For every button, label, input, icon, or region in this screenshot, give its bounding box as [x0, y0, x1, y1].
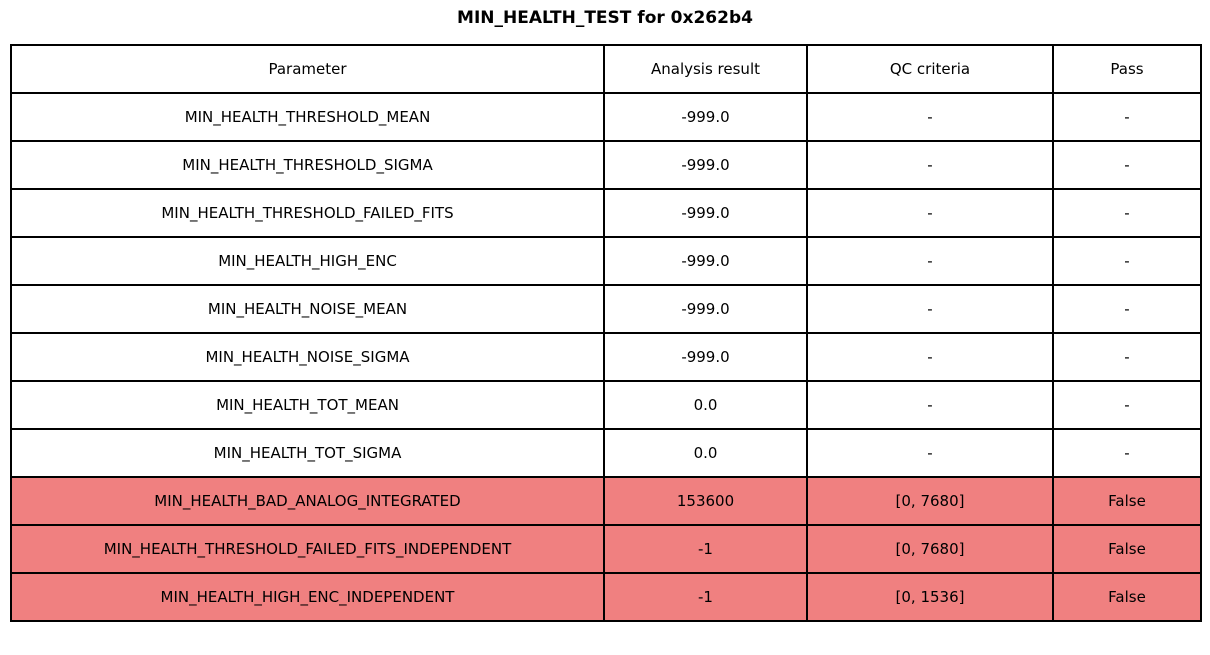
cell-parameter: MIN_HEALTH_BAD_ANALOG_INTEGRATED [10, 476, 605, 526]
cell-parameter: MIN_HEALTH_NOISE_SIGMA [10, 332, 605, 382]
cell-parameter: MIN_HEALTH_TOT_SIGMA [10, 428, 605, 478]
cell-qc-criteria: - [806, 332, 1054, 382]
cell-parameter: MIN_HEALTH_THRESHOLD_FAILED_FITS_INDEPEN… [10, 524, 605, 574]
header-row: Parameter Analysis result QC criteria Pa… [10, 44, 1202, 94]
table-row: MIN_HEALTH_NOISE_SIGMA -999.0 - - [10, 332, 1202, 382]
cell-analysis-result: -999.0 [603, 236, 808, 286]
cell-pass: - [1052, 284, 1202, 334]
cell-qc-criteria: - [806, 380, 1054, 430]
qc-results-table: Parameter Analysis result QC criteria Pa… [10, 44, 1202, 622]
cell-parameter: MIN_HEALTH_THRESHOLD_SIGMA [10, 140, 605, 190]
cell-parameter: MIN_HEALTH_THRESHOLD_FAILED_FITS [10, 188, 605, 238]
cell-qc-criteria: - [806, 92, 1054, 142]
cell-parameter: MIN_HEALTH_HIGH_ENC_INDEPENDENT [10, 572, 605, 622]
cell-pass: False [1052, 476, 1202, 526]
table-row: MIN_HEALTH_THRESHOLD_MEAN -999.0 - - [10, 92, 1202, 142]
cell-analysis-result: -999.0 [603, 332, 808, 382]
cell-pass: - [1052, 188, 1202, 238]
cell-pass: False [1052, 572, 1202, 622]
cell-analysis-result: 153600 [603, 476, 808, 526]
table-row-failed: MIN_HEALTH_BAD_ANALOG_INTEGRATED 153600 … [10, 476, 1202, 526]
cell-pass: False [1052, 524, 1202, 574]
cell-parameter: MIN_HEALTH_TOT_MEAN [10, 380, 605, 430]
cell-qc-criteria: - [806, 284, 1054, 334]
cell-pass: - [1052, 140, 1202, 190]
cell-analysis-result: -999.0 [603, 92, 808, 142]
cell-qc-criteria: [0, 7680] [806, 524, 1054, 574]
table-row: MIN_HEALTH_THRESHOLD_FAILED_FITS -999.0 … [10, 188, 1202, 238]
cell-parameter: MIN_HEALTH_NOISE_MEAN [10, 284, 605, 334]
cell-parameter: MIN_HEALTH_HIGH_ENC [10, 236, 605, 286]
cell-pass: - [1052, 236, 1202, 286]
cell-qc-criteria: - [806, 428, 1054, 478]
column-header-pass: Pass [1052, 44, 1202, 94]
cell-analysis-result: -999.0 [603, 188, 808, 238]
cell-analysis-result: -1 [603, 524, 808, 574]
table-row: MIN_HEALTH_HIGH_ENC -999.0 - - [10, 236, 1202, 286]
cell-analysis-result: 0.0 [603, 428, 808, 478]
cell-qc-criteria: - [806, 188, 1054, 238]
cell-qc-criteria: [0, 1536] [806, 572, 1054, 622]
table-row: MIN_HEALTH_NOISE_MEAN -999.0 - - [10, 284, 1202, 334]
cell-qc-criteria: - [806, 140, 1054, 190]
cell-pass: - [1052, 428, 1202, 478]
table-row: MIN_HEALTH_TOT_MEAN 0.0 - - [10, 380, 1202, 430]
column-header-qc-criteria: QC criteria [806, 44, 1054, 94]
column-header-parameter: Parameter [10, 44, 605, 94]
cell-analysis-result: -999.0 [603, 284, 808, 334]
column-header-analysis-result: Analysis result [603, 44, 808, 94]
cell-qc-criteria: - [806, 236, 1054, 286]
cell-analysis-result: -999.0 [603, 140, 808, 190]
cell-parameter: MIN_HEALTH_THRESHOLD_MEAN [10, 92, 605, 142]
cell-pass: - [1052, 332, 1202, 382]
table-row-failed: MIN_HEALTH_THRESHOLD_FAILED_FITS_INDEPEN… [10, 524, 1202, 574]
table-row-failed: MIN_HEALTH_HIGH_ENC_INDEPENDENT -1 [0, 1… [10, 572, 1202, 622]
cell-pass: - [1052, 92, 1202, 142]
page-title: MIN_HEALTH_TEST for 0x262b4 [457, 8, 753, 28]
table-row: MIN_HEALTH_THRESHOLD_SIGMA -999.0 - - [10, 140, 1202, 190]
cell-pass: - [1052, 380, 1202, 430]
cell-qc-criteria: [0, 7680] [806, 476, 1054, 526]
cell-analysis-result: -1 [603, 572, 808, 622]
table-row: MIN_HEALTH_TOT_SIGMA 0.0 - - [10, 428, 1202, 478]
cell-analysis-result: 0.0 [603, 380, 808, 430]
